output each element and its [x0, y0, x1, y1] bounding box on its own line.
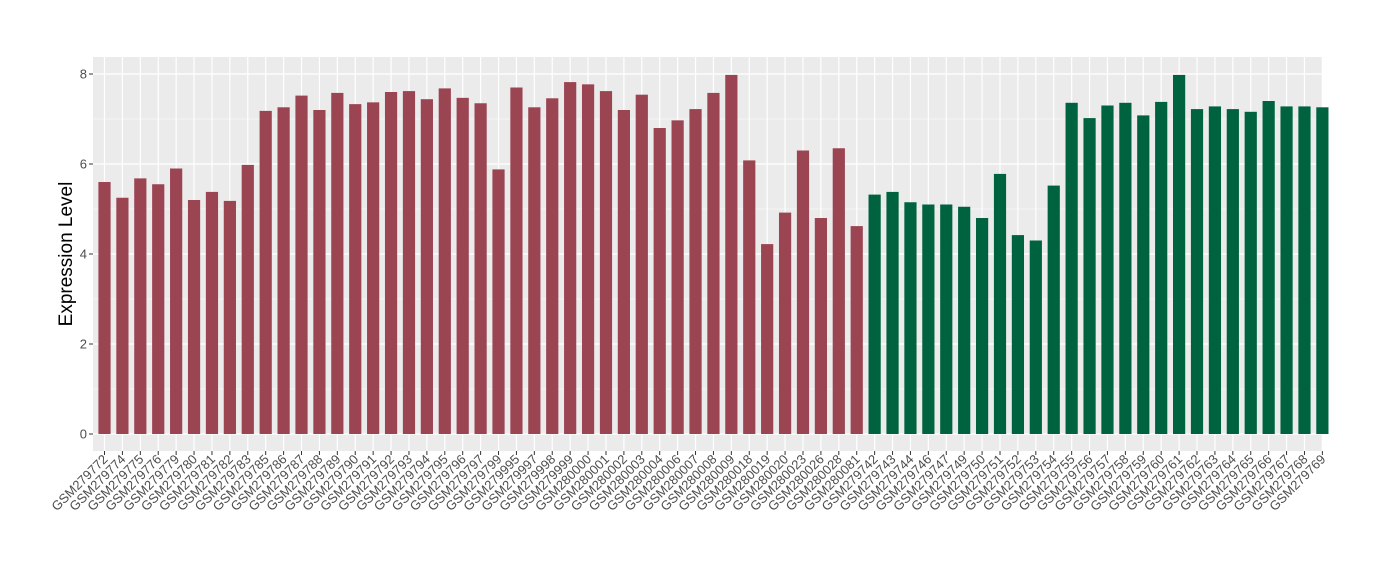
bar-GSM279753 — [1029, 240, 1042, 434]
bar-GSM280023 — [796, 150, 810, 434]
bar-GSM279768 — [1298, 106, 1311, 435]
bar-GSM280019 — [761, 244, 774, 434]
bar-GSM279766 — [1262, 101, 1275, 434]
bar-GSM279790 — [349, 104, 362, 435]
bar-GSM279758 — [1119, 102, 1132, 435]
bar-GSM279799 — [492, 169, 505, 434]
bar-GSM279742 — [868, 194, 881, 434]
bar-GSM280028 — [832, 148, 845, 434]
bar-GSM280004 — [653, 128, 666, 434]
bar-GSM279750 — [975, 218, 989, 434]
bar-GSM279746 — [922, 204, 935, 434]
y-tick-label: 4 — [80, 247, 87, 262]
bar-GSM279792 — [384, 92, 398, 434]
bar-GSM279775 — [134, 178, 147, 434]
bar-GSM279755 — [1065, 102, 1078, 435]
bar-GSM280081 — [850, 226, 863, 434]
bar-GSM279744 — [904, 202, 917, 434]
y-tick-label: 8 — [80, 67, 87, 82]
bar-GSM279793 — [402, 91, 416, 434]
bar-GSM280002 — [617, 110, 630, 434]
bar-GSM279752 — [1011, 235, 1025, 434]
bar-GSM279787 — [295, 95, 308, 434]
bar-GSM280026 — [814, 218, 827, 434]
bar-GSM279999 — [564, 82, 577, 434]
bar-GSM279763 — [1208, 106, 1222, 435]
bars — [98, 74, 1329, 435]
bar-GSM279788 — [313, 110, 326, 434]
y-axis: 0 2 4 6 8 — [80, 67, 93, 442]
bar-GSM279747 — [940, 204, 953, 434]
bar-GSM279786 — [277, 107, 290, 435]
bar-GSM279995 — [510, 87, 523, 434]
bar-GSM279780 — [187, 200, 201, 434]
bar-GSM279997 — [528, 107, 541, 435]
bar-GSM279781 — [205, 191, 219, 434]
bar-GSM279795 — [438, 88, 451, 435]
bar-GSM279751 — [993, 173, 1007, 434]
bar-GSM279765 — [1244, 111, 1257, 435]
bar-GSM279783 — [241, 164, 254, 434]
y-axis-title: Expression Level — [56, 182, 77, 327]
bar-GSM279767 — [1280, 106, 1293, 435]
bar-GSM280003 — [635, 94, 648, 434]
bar-GSM279761 — [1173, 74, 1186, 435]
bar-GSM280007 — [689, 109, 702, 434]
bar-GSM280008 — [707, 92, 720, 435]
bar-GSM280009 — [725, 74, 738, 435]
bar-GSM279757 — [1101, 105, 1114, 434]
bar-GSM279998 — [546, 98, 559, 435]
bar-GSM279785 — [259, 110, 272, 435]
bar-GSM280000 — [581, 84, 595, 434]
bar-GSM279759 — [1137, 115, 1150, 435]
bar-GSM279769 — [1316, 107, 1329, 435]
bar-GSM279760 — [1155, 101, 1168, 435]
x-axis: GSM279772GSM279774GSM279775GSM279776GSM2… — [48, 451, 1329, 514]
bar-GSM279796 — [456, 97, 469, 434]
bar-GSM279776 — [152, 184, 165, 434]
bar-GSM280020 — [778, 212, 792, 434]
bar-GSM279764 — [1226, 109, 1239, 434]
bar-GSM279791 — [367, 102, 380, 434]
bar-GSM279774 — [116, 197, 129, 434]
bar-GSM279762 — [1190, 109, 1204, 434]
y-tick-label: 0 — [80, 427, 87, 442]
bar-GSM279772 — [98, 182, 111, 434]
bar-GSM279789 — [331, 92, 344, 435]
bar-GSM279749 — [958, 206, 971, 434]
bar-GSM280006 — [671, 120, 684, 434]
bar-GSM279797 — [474, 103, 487, 434]
bar-GSM279794 — [420, 99, 433, 434]
bar-GSM280001 — [599, 91, 613, 434]
bar-GSM279743 — [886, 191, 899, 434]
bar-GSM280018 — [743, 160, 756, 434]
bar-GSM279754 — [1047, 185, 1060, 434]
bar-GSM279756 — [1083, 118, 1096, 434]
y-tick-label: 2 — [80, 337, 87, 352]
bar-GSM279782 — [223, 200, 236, 434]
y-tick-label: 6 — [80, 157, 87, 172]
bar-GSM279779 — [170, 168, 183, 434]
